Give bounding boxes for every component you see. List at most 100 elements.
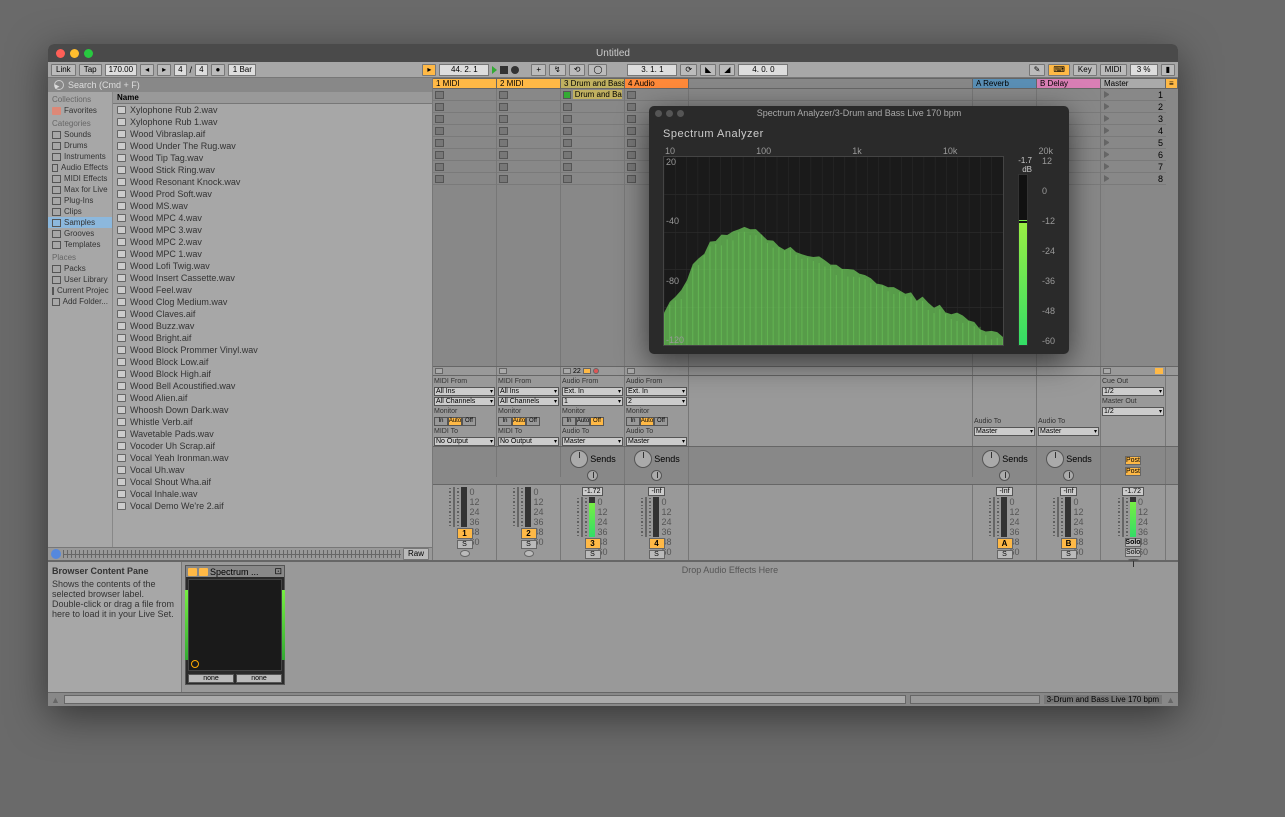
midi-chan-select[interactable]: All Channels (498, 397, 559, 406)
reenable-button[interactable]: ⟲ (569, 64, 586, 76)
send-a-knob[interactable] (634, 450, 652, 468)
file-row[interactable]: Wood Block High.aif (113, 368, 432, 380)
file-row[interactable]: Wood Under The Rug.wav (113, 140, 432, 152)
file-row[interactable]: Whoosh Down Dark.wav (113, 404, 432, 416)
device-sel-1[interactable]: none (188, 674, 234, 683)
sidebar-item-max-for-live[interactable]: Max for Live (48, 184, 112, 195)
solo-button[interactable]: S (585, 550, 601, 559)
mon-off-button[interactable]: Off (462, 417, 476, 426)
file-row[interactable]: Wood Stick Ring.wav (113, 164, 432, 176)
sidebar-item-templates[interactable]: Templates (48, 239, 112, 250)
master-out-select[interactable]: 1/2 (1102, 407, 1164, 416)
send-b-knob[interactable] (587, 470, 598, 481)
plugin-titlebar[interactable]: Spectrum Analyzer/3-Drum and Bass Live 1… (649, 106, 1069, 120)
midi-from-select[interactable]: All Ins (434, 387, 495, 396)
file-row[interactable]: Wood MPC 2.wav (113, 236, 432, 248)
device-display[interactable] (188, 579, 282, 671)
solo-button[interactable]: S (997, 550, 1013, 559)
file-row[interactable]: Wood Claves.aif (113, 308, 432, 320)
stop-icon[interactable] (563, 127, 572, 135)
scene-play-icon[interactable] (1104, 127, 1112, 134)
mon-off-button[interactable]: Off (526, 417, 540, 426)
stop-icon[interactable] (499, 91, 508, 99)
device-save-icon[interactable]: ⊡ (274, 566, 282, 577)
file-row[interactable]: Whistle Verb.aif (113, 416, 432, 428)
stop-icon[interactable] (499, 139, 508, 147)
file-row[interactable]: Wood Insert Cassette.wav (113, 272, 432, 284)
send-b-knob[interactable] (999, 470, 1010, 481)
mon-auto-button[interactable]: Auto (576, 417, 590, 426)
file-row[interactable]: Vocal Uh.wav (113, 464, 432, 476)
stop-icon[interactable] (499, 127, 508, 135)
stop-icon[interactable] (435, 163, 444, 171)
device-power-icon[interactable] (188, 568, 197, 576)
mon-off-button[interactable]: Off (590, 417, 604, 426)
stop-icon[interactable] (627, 139, 636, 147)
loop-length-field[interactable]: 4. 0. 0 (738, 64, 788, 76)
scene-row[interactable]: 3 (1101, 113, 1166, 125)
file-row[interactable]: Wood Bright.aif (113, 332, 432, 344)
stop-icon[interactable] (499, 151, 508, 159)
sig-num-field[interactable]: 4 (174, 64, 186, 76)
arr-position-field[interactable]: 3. 1. 1 (627, 64, 677, 76)
scene-play-icon[interactable] (1104, 163, 1112, 170)
clip-slot[interactable] (561, 149, 624, 161)
sidebar-favorites[interactable]: Favorites (48, 105, 112, 116)
overdub-button[interactable]: + (531, 64, 546, 76)
file-row[interactable]: Wood Block Prommer Vinyl.wav (113, 344, 432, 356)
plugin-max-icon[interactable] (677, 110, 684, 117)
stop-icon[interactable] (435, 91, 444, 99)
audio-from-select[interactable]: Ext. In (626, 387, 687, 396)
scene-play-icon[interactable] (1104, 91, 1112, 98)
track-activator-button[interactable]: A (997, 538, 1013, 549)
clip-slot[interactable] (561, 173, 624, 185)
send-b-knob[interactable] (1063, 470, 1074, 481)
sidebar-item-samples[interactable]: Samples (48, 217, 112, 228)
status-tri-icon[interactable]: ▲ (51, 695, 60, 705)
mon-auto-button[interactable]: Auto (640, 417, 654, 426)
file-row[interactable]: Wood Block Low.aif (113, 356, 432, 368)
sidebar-item-midi-effects[interactable]: MIDI Effects (48, 173, 112, 184)
track-header[interactable]: 2 MIDI (497, 78, 561, 89)
clip-slot[interactable] (433, 101, 496, 113)
stop-icon[interactable] (627, 115, 636, 123)
stop-icon[interactable] (499, 175, 508, 183)
clip-slot[interactable] (561, 161, 624, 173)
cue-knob[interactable] (1128, 559, 1139, 561)
capture-button[interactable]: ◯ (588, 64, 607, 76)
sidebar-place[interactable]: User Library (48, 274, 112, 285)
file-row[interactable]: Wood Tip Tag.wav (113, 152, 432, 164)
link-button[interactable]: Link (51, 64, 76, 76)
nudge-up-button[interactable]: ▸ (157, 64, 171, 76)
solo-button[interactable]: S (521, 540, 537, 549)
return-header[interactable]: B Delay (1037, 78, 1101, 89)
sidebar-place[interactable]: Add Folder... (48, 296, 112, 307)
volume-fader[interactable] (517, 487, 519, 527)
stop-icon[interactable] (435, 127, 444, 135)
file-row[interactable]: Wood MS.wav (113, 200, 432, 212)
clip-slot[interactable] (433, 149, 496, 161)
midi-to-select[interactable]: No Output (434, 437, 495, 446)
master-header[interactable]: Master (1101, 78, 1166, 89)
scene-play-icon[interactable] (1104, 139, 1112, 146)
clip-slot[interactable] (497, 149, 560, 161)
clip-slot[interactable] (433, 161, 496, 173)
volume-fader[interactable] (581, 497, 583, 537)
stop-clip-icon[interactable] (435, 368, 443, 374)
sidebar-item-sounds[interactable]: Sounds (48, 129, 112, 140)
device-sel-2[interactable]: none (236, 674, 282, 683)
mon-auto-button[interactable]: Auto (512, 417, 526, 426)
file-row[interactable]: Wood MPC 4.wav (113, 212, 432, 224)
post-button[interactable]: Post (1125, 456, 1141, 465)
return-header[interactable]: A Reverb (973, 78, 1037, 89)
stop-icon[interactable] (563, 151, 572, 159)
file-row[interactable]: Vocal Inhale.wav (113, 488, 432, 500)
scene-row[interactable]: 2 (1101, 101, 1166, 113)
volume-fader[interactable] (1122, 497, 1124, 537)
arm-button[interactable] (588, 560, 598, 562)
plugin-min-icon[interactable] (666, 110, 673, 117)
file-row[interactable]: Vocal Yeah Ironman.wav (113, 452, 432, 464)
audio-chan-select[interactable]: 1 (562, 397, 623, 406)
stop-icon[interactable] (627, 127, 636, 135)
record-button[interactable] (511, 66, 519, 74)
